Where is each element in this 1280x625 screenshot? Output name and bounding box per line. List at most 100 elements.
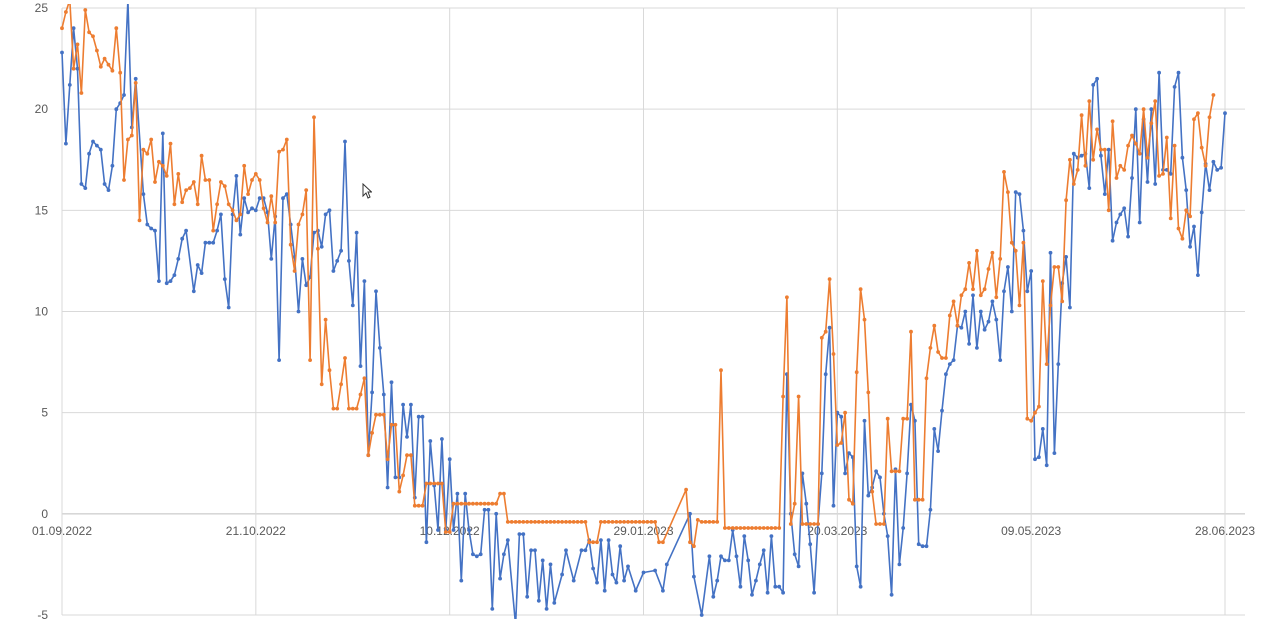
- data-point: [1203, 163, 1208, 168]
- data-point: [374, 289, 378, 294]
- data-point: [1102, 192, 1107, 197]
- data-point: [308, 358, 312, 362]
- data-point: [769, 534, 774, 538]
- data-point: [913, 418, 917, 423]
- data-point: [137, 218, 142, 223]
- data-point: [222, 277, 227, 281]
- data-point: [1106, 208, 1111, 213]
- data-point: [75, 42, 80, 47]
- data-point: [924, 544, 929, 549]
- data-point: [347, 406, 351, 411]
- data-point: [645, 520, 650, 524]
- data-point: [261, 206, 266, 211]
- data-point: [141, 147, 146, 152]
- data-point: [1025, 289, 1030, 294]
- data-point: [862, 418, 867, 423]
- data-point: [734, 554, 739, 559]
- data-point: [234, 218, 239, 223]
- data-point: [525, 520, 530, 524]
- data-point: [505, 538, 510, 542]
- data-point: [703, 520, 708, 524]
- data-point: [692, 544, 696, 549]
- data-point: [397, 489, 402, 494]
- data-point: [1048, 303, 1053, 308]
- data-point: [750, 592, 754, 597]
- data-point: [451, 501, 456, 506]
- data-point: [1002, 289, 1006, 294]
- data-point: [195, 202, 200, 207]
- data-point: [998, 257, 1003, 261]
- data-point: [98, 64, 103, 69]
- data-point: [1199, 210, 1204, 215]
- data-point: [664, 562, 669, 567]
- data-point: [785, 295, 789, 300]
- data-point: [502, 552, 506, 557]
- data-point: [711, 520, 716, 524]
- data-point: [533, 548, 537, 553]
- data-point: [1130, 176, 1134, 180]
- data-point: [440, 481, 444, 486]
- data-point: [114, 26, 119, 31]
- data-point: [947, 362, 952, 366]
- data-point: [1188, 214, 1192, 219]
- data-point: [257, 178, 262, 182]
- data-point: [1192, 224, 1196, 229]
- data-point: [781, 590, 785, 595]
- data-point: [618, 520, 623, 524]
- data-point: [839, 441, 844, 445]
- data-point: [610, 520, 615, 524]
- data-point: [548, 520, 553, 524]
- data-point: [796, 394, 801, 399]
- data-point: [455, 491, 460, 496]
- data-point: [1037, 404, 1041, 409]
- data-point: [471, 552, 475, 557]
- data-point: [490, 501, 495, 506]
- data-point: [1219, 165, 1223, 170]
- data-point: [160, 131, 165, 136]
- data-point: [149, 226, 154, 231]
- data-point: [1145, 155, 1150, 160]
- data-point: [1184, 188, 1189, 193]
- data-point: [474, 501, 479, 506]
- data-point: [409, 453, 413, 458]
- data-point: [172, 273, 177, 277]
- data-point: [1164, 135, 1169, 140]
- data-point: [719, 368, 723, 373]
- data-point: [339, 248, 343, 253]
- data-point: [901, 416, 906, 421]
- data-point: [971, 293, 975, 298]
- data-point: [502, 491, 506, 496]
- data-point: [726, 558, 731, 563]
- y-tick-label: 0: [41, 507, 48, 521]
- data-point: [1033, 410, 1037, 415]
- data-point: [226, 305, 231, 310]
- data-point: [269, 257, 274, 261]
- data-point: [761, 526, 766, 530]
- data-point: [529, 520, 533, 524]
- data-point: [1009, 240, 1014, 245]
- data-point: [1052, 451, 1057, 455]
- data-point: [269, 194, 274, 199]
- data-point: [145, 151, 150, 156]
- series-group: [60, 4, 1227, 619]
- data-point: [164, 174, 169, 178]
- data-point: [67, 83, 72, 87]
- data-point: [564, 520, 568, 524]
- data-point: [990, 299, 995, 304]
- data-point: [1087, 99, 1092, 103]
- data-point: [246, 192, 251, 197]
- data-point: [618, 544, 623, 549]
- data-point: [622, 520, 626, 524]
- data-point: [959, 325, 964, 330]
- data-point: [436, 528, 440, 532]
- data-point: [823, 372, 828, 377]
- data-point: [754, 578, 758, 583]
- data-point: [1153, 99, 1158, 103]
- data-point: [967, 261, 971, 265]
- data-point: [626, 564, 630, 569]
- data-point: [354, 230, 359, 235]
- data-point: [424, 540, 429, 545]
- data-point: [711, 594, 716, 599]
- data-point: [71, 66, 76, 71]
- data-point: [95, 48, 99, 53]
